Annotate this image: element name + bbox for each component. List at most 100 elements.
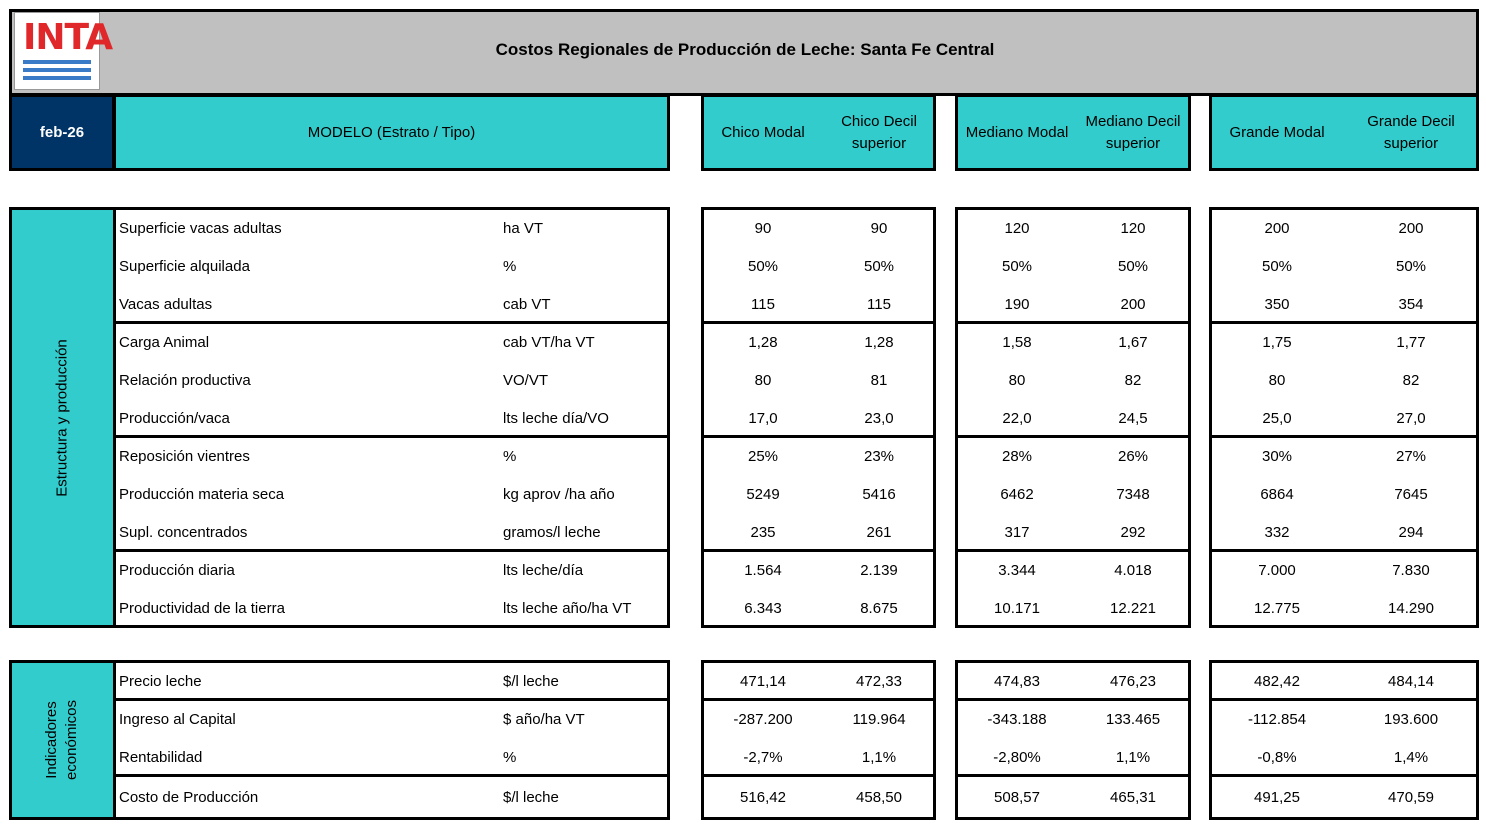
column-header: Grande Decil superior [1367, 113, 1455, 152]
row-name: Vacas adultas [119, 295, 213, 313]
cell-value: -2,80% [993, 748, 1041, 766]
cell-value: 1,4% [1393, 748, 1429, 766]
column-group-header [701, 94, 936, 171]
cell-value: -287.200 [733, 710, 793, 728]
row-name: Rentabilidad [119, 748, 203, 766]
row-unit: % [503, 257, 517, 275]
cell-value: 470,59 [1388, 789, 1434, 806]
column-header: Chico Decil superior [841, 113, 917, 152]
cell-value: 90 [754, 219, 772, 237]
row-unit: % [503, 748, 517, 766]
row-name: Ingreso al Capital [119, 710, 236, 728]
section-label: Indicadores económicos [43, 699, 80, 781]
row-name: Carga Animal [119, 333, 210, 351]
row-unit: VO/VT [503, 371, 549, 389]
logo-stripe [23, 76, 91, 80]
cell-value: 6462 [1000, 485, 1034, 503]
row-unit: ha VT [503, 219, 544, 237]
cell-value: 50% [1117, 257, 1149, 275]
row-name: Supl. concentrados [119, 523, 248, 541]
cell-value: 30% [1261, 447, 1293, 465]
row-name: Costo de Producción [119, 789, 259, 806]
section-label: Estructura y producción [53, 338, 70, 497]
date: feb-26 [9, 94, 115, 171]
cell-value: 7645 [1394, 485, 1428, 503]
cell-value: 115 [751, 295, 775, 313]
cell-value: 484,14 [1388, 672, 1434, 690]
cell-value: 50% [1001, 257, 1033, 275]
cell-value: 491,25 [1254, 789, 1300, 806]
row-name: Reposición vientres [119, 447, 250, 465]
row-group [955, 549, 1191, 628]
cell-value: 465,31 [1110, 789, 1156, 806]
row-name: Relación productiva [119, 371, 251, 389]
row-group [1209, 549, 1479, 628]
cell-value: 294 [1398, 523, 1424, 541]
row-name: Superficie vacas adultas [119, 219, 282, 237]
cell-value: 50% [1261, 257, 1293, 275]
cell-value: 50% [863, 257, 895, 275]
logo-stripe [23, 60, 91, 64]
cell-value: 193.600 [1383, 710, 1439, 728]
cell-value: 24,5 [1118, 409, 1148, 427]
cell-value: 292 [1120, 523, 1146, 541]
cell-value: 115 [867, 295, 891, 313]
cell-value: 6.343 [744, 599, 782, 617]
cell-value: 3.344 [998, 561, 1036, 579]
cell-value: 25% [747, 447, 779, 465]
cell-value: 2.139 [860, 561, 898, 579]
model-label: MODELO (Estrato / Tipo) [113, 94, 670, 171]
row-name: Productividad de la tierra [119, 599, 285, 617]
column-header: Mediano Decil superior [1085, 113, 1181, 152]
cell-value: 7.830 [1392, 561, 1430, 579]
cell-value: 90 [870, 219, 888, 237]
cell-value: 1,1% [1115, 748, 1151, 766]
cell-value: 190 [1004, 295, 1030, 313]
row-unit: $/l leche [503, 789, 559, 806]
cell-value: 516,42 [740, 789, 786, 806]
title: Costos Regionales de Producción de Leche… [495, 40, 995, 59]
cell-value: 1,77 [1396, 333, 1426, 351]
cell-value: 12.221 [1110, 599, 1156, 617]
logo-stripe [23, 68, 91, 72]
cell-value: 482,42 [1254, 672, 1300, 690]
row-group [1209, 774, 1479, 820]
cell-value: 133.465 [1105, 710, 1161, 728]
cell-value: 317 [1004, 523, 1030, 541]
cell-value: 200 [1264, 219, 1290, 237]
row-group [701, 549, 936, 628]
row-name: Producción diaria [119, 561, 235, 579]
cell-value: 350 [1264, 295, 1290, 313]
cell-value: 4.018 [1114, 561, 1152, 579]
cell-value: 476,23 [1110, 672, 1156, 690]
cell-value: 1.564 [744, 561, 782, 579]
cell-value: 1,28 [748, 333, 778, 351]
cell-value: 5416 [862, 485, 896, 503]
cell-value: 5249 [746, 485, 780, 503]
cell-value: 22,0 [1002, 409, 1032, 427]
cell-value: 119.964 [852, 710, 906, 728]
row-unit: $/l leche [503, 672, 559, 690]
cell-value: 472,33 [856, 672, 902, 690]
row-name: Producción/vaca [119, 409, 230, 427]
cell-value: 200 [1398, 219, 1424, 237]
cell-value: 120 [1004, 219, 1030, 237]
cell-value: 50% [1395, 257, 1427, 275]
cell-value: 1,75 [1262, 333, 1292, 351]
cell-value: 458,50 [856, 789, 902, 806]
column-group-header [955, 94, 1191, 171]
column-header: Chico Modal [721, 124, 805, 141]
row-unit: lts leche/día [503, 561, 584, 579]
cell-value: 50% [747, 257, 779, 275]
cell-value: 10.171 [994, 599, 1040, 617]
cell-value: 80 [1268, 371, 1286, 389]
cell-value: 7348 [1116, 485, 1150, 503]
cell-value: 12.775 [1254, 599, 1300, 617]
row-group [955, 774, 1191, 820]
section-box [9, 660, 116, 820]
cell-value: 6864 [1260, 485, 1294, 503]
row-unit: lts leche año/ha VT [503, 599, 632, 617]
cell-value: 354 [1398, 295, 1424, 313]
cell-value: 80 [754, 371, 772, 389]
